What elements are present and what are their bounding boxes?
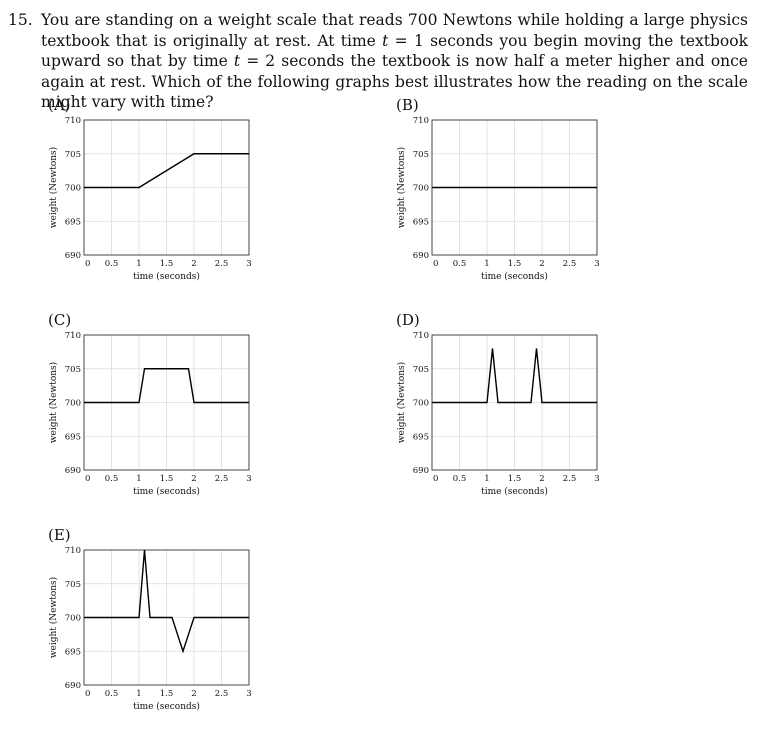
question-variable-t: t <box>382 31 389 50</box>
x-tick-label: 1 <box>484 474 489 484</box>
x-tick-label: 1 <box>136 474 141 484</box>
y-tick-label: 705 <box>413 365 429 375</box>
x-tick-label: 0 <box>433 474 438 484</box>
y-tick-label: 710 <box>65 546 81 556</box>
question-number: 15. <box>8 11 33 29</box>
y-tick-label: 690 <box>65 251 81 261</box>
x-tick-label: 1 <box>484 259 489 269</box>
y-axis-label: weight (Newtons) <box>396 147 407 228</box>
series-line <box>84 153 249 189</box>
y-tick-label: 710 <box>413 331 429 341</box>
x-tick-label: 1.5 <box>508 474 522 484</box>
x-tick-label: 0.5 <box>453 474 467 484</box>
x-tick-label: 2 <box>539 259 544 269</box>
x-axis-label: time (seconds) <box>481 271 548 282</box>
x-tick-label: 0 <box>85 474 90 484</box>
y-tick-label: 700 <box>413 184 429 194</box>
chart-option-label: (A) <box>48 96 71 114</box>
y-axis-label: weight (Newtons) <box>396 362 407 443</box>
x-tick-label: 1.5 <box>160 259 174 269</box>
x-axis-label: time (seconds) <box>481 486 548 497</box>
x-axis-label: time (seconds) <box>133 701 200 712</box>
x-tick-label: 2.5 <box>215 474 229 484</box>
series-line <box>432 348 597 404</box>
y-tick-label: 705 <box>65 150 81 160</box>
x-axis-label: time (seconds) <box>133 486 200 497</box>
y-tick-label: 700 <box>65 399 81 409</box>
y-tick-label: 710 <box>65 331 81 341</box>
chart-5: (E) 0 0.5 1 1.5 2 2.5 3 690 695 700 705 710 time (sec… <box>48 526 252 712</box>
y-tick-label: 700 <box>65 614 81 624</box>
y-tick-label: 695 <box>413 217 429 227</box>
y-tick-label: 690 <box>413 251 429 261</box>
y-tick-label: 690 <box>65 681 81 691</box>
x-tick-label: 1.5 <box>508 259 522 269</box>
chart-1: (A) 0 0.5 1 1.5 2 2.5 3 690 695 700 705 710 time (sec… <box>48 96 252 282</box>
series-line <box>84 549 249 654</box>
x-tick-label: 0.5 <box>105 474 119 484</box>
x-tick-label: 2.5 <box>563 259 577 269</box>
x-tick-label: 0 <box>85 689 90 699</box>
x-tick-label: 1 <box>136 689 141 699</box>
y-axis-label: weight (Newtons) <box>48 362 59 443</box>
question-block: 15. You are standing on a weight scale t… <box>8 10 748 113</box>
question-text-part: You are standing on a weight scale that … <box>41 11 748 50</box>
x-tick-label: 2 <box>191 474 196 484</box>
y-tick-label: 690 <box>413 466 429 476</box>
chart-option-label: (E) <box>48 526 71 544</box>
y-tick-label: 705 <box>413 150 429 160</box>
question-text: You are standing on a weight scale that … <box>41 10 748 113</box>
x-tick-label: 0 <box>85 259 90 269</box>
x-tick-label: 2 <box>191 689 196 699</box>
y-tick-label: 705 <box>65 580 81 590</box>
y-tick-label: 700 <box>413 399 429 409</box>
chart-2: (B) 0 0.5 1 1.5 2 2.5 3 690 695 700 705 710 time (sec… <box>396 96 600 282</box>
chart-3: (C) 0 0.5 1 1.5 2 2.5 3 690 695 700 705 710 time (sec… <box>48 311 252 497</box>
series-line <box>84 368 249 404</box>
x-tick-label: 2.5 <box>215 259 229 269</box>
x-tick-label: 2 <box>539 474 544 484</box>
x-tick-label: 0 <box>433 259 438 269</box>
chart-option-label: (C) <box>48 311 71 329</box>
y-tick-label: 695 <box>65 217 81 227</box>
x-tick-label: 2.5 <box>563 474 577 484</box>
y-tick-label: 695 <box>413 432 429 442</box>
x-tick-label: 3 <box>246 474 251 484</box>
x-tick-label: 0.5 <box>453 259 467 269</box>
question-text-part: = 2 seconds the textbook is now half a m… <box>41 52 748 111</box>
y-tick-label: 710 <box>65 116 81 126</box>
x-tick-label: 0.5 <box>105 689 119 699</box>
y-axis-label: weight (Newtons) <box>48 147 59 228</box>
y-tick-label: 690 <box>65 466 81 476</box>
x-tick-label: 3 <box>594 259 599 269</box>
y-tick-label: 695 <box>65 647 81 657</box>
y-tick-label: 695 <box>65 432 81 442</box>
x-tick-label: 2 <box>191 259 196 269</box>
x-tick-label: 3 <box>246 689 251 699</box>
x-tick-label: 0.5 <box>105 259 119 269</box>
x-axis-label: time (seconds) <box>133 271 200 282</box>
x-tick-label: 1.5 <box>160 474 174 484</box>
question-variable-t: t <box>233 52 241 70</box>
x-tick-label: 1 <box>136 259 141 269</box>
chart-4: (D) 0 0.5 1 1.5 2 2.5 3 690 695 700 705 710 time (sec… <box>396 311 600 497</box>
question-text-part: = 1 seconds you begin moving the textboo… <box>41 31 748 71</box>
y-tick-label: 700 <box>65 184 81 194</box>
x-tick-label: 2.5 <box>215 689 229 699</box>
chart-option-label: (D) <box>396 311 420 329</box>
y-axis-label: weight (Newtons) <box>48 577 59 658</box>
chart-option-label: (B) <box>396 96 419 114</box>
y-tick-label: 705 <box>65 365 81 375</box>
x-tick-label: 3 <box>594 474 599 484</box>
y-tick-label: 710 <box>413 116 429 126</box>
x-tick-label: 1.5 <box>160 689 174 699</box>
x-tick-label: 3 <box>246 259 251 269</box>
